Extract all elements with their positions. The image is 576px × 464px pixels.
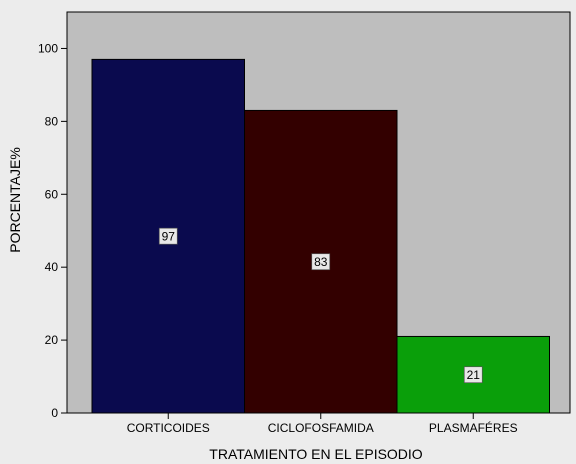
data-label-2: 21 [467, 368, 481, 382]
y-axis: 0 20 40 60 80 100 [38, 41, 67, 420]
data-label-1: 83 [314, 255, 328, 269]
y-tick-label-4: 80 [45, 114, 59, 128]
y-tick-label-3: 60 [45, 187, 59, 201]
bars: 97 83 21 [91, 58, 550, 414]
data-label-box-1 [311, 253, 331, 271]
y-tick-label-2: 40 [45, 260, 59, 274]
y-tick-label-0: 0 [51, 406, 58, 420]
x-tick-label-1: CICLOFOSFAMIDA [268, 421, 374, 435]
x-axis: CORTICOIDES CICLOFOSFAMIDA PLASMAFÉRES [127, 413, 518, 435]
y-tick-label-5: 100 [38, 41, 58, 55]
data-label-box-0 [158, 227, 178, 245]
x-tick-label-0: CORTICOIDES [127, 421, 210, 435]
y-axis-title: PORCENTAJE% [7, 147, 23, 253]
data-label-box-2 [463, 366, 483, 384]
y-tick-label-1: 20 [45, 333, 59, 347]
x-axis-title: TRATAMIENTO EN EL EPISODIO [209, 446, 423, 462]
x-tick-label-2: PLASMAFÉRES [429, 420, 518, 435]
data-label-0: 97 [162, 230, 176, 244]
